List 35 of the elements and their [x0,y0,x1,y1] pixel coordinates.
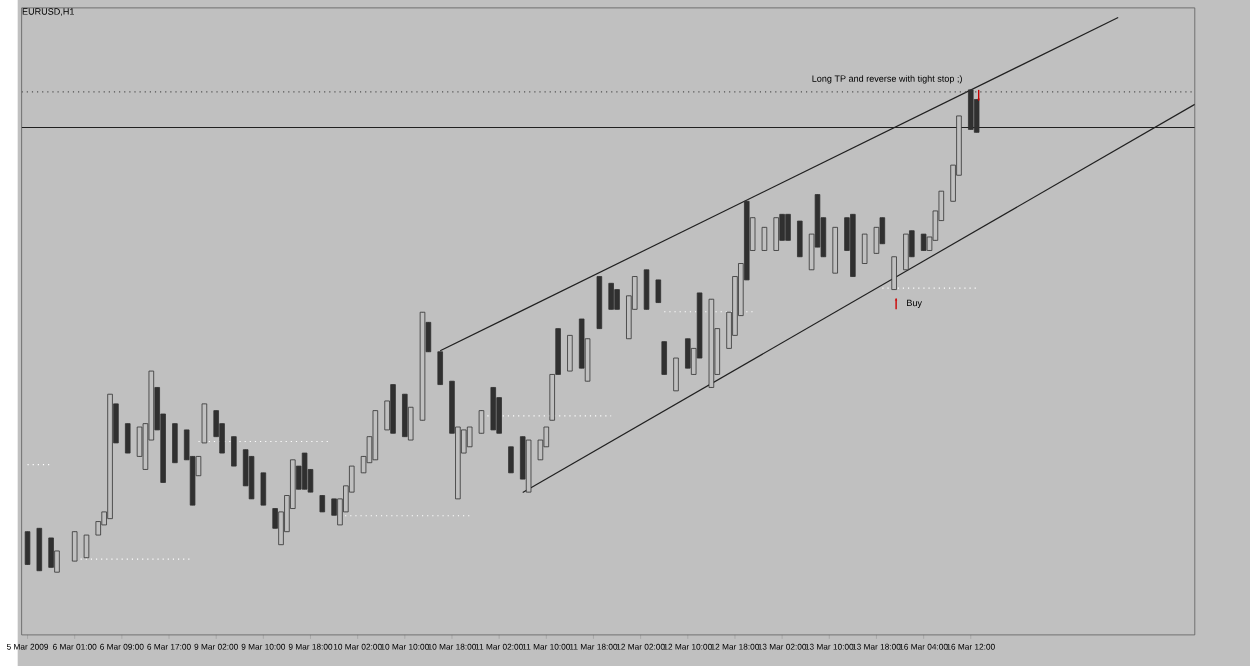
candlestick [402,393,408,437]
candlestick [83,534,90,558]
candlestick [861,233,868,264]
candlestick [466,426,473,448]
candlestick [685,338,691,369]
candlestick [71,530,78,562]
candlestick [48,537,54,568]
candlestick [655,279,662,303]
candlestick [567,334,573,372]
candlestick [891,256,897,290]
candlestick [201,403,208,444]
candlestick [172,422,178,463]
candlestick [903,233,909,271]
candlestick [36,527,43,572]
candlestick [643,269,650,310]
candlestick [614,288,620,310]
candlestick [24,530,31,565]
candlestick [478,409,485,434]
candlestick [968,89,974,130]
candlestick [832,226,838,274]
candlestick [797,220,803,258]
candlestick [231,435,237,467]
candlestick [508,446,514,474]
candlestick [124,422,131,454]
candlestick [301,452,308,490]
candlestick [785,213,791,241]
candlestick [673,357,679,392]
candlestick [773,216,779,251]
candlestick [260,472,267,506]
candlestick [661,340,667,375]
candlestick [437,351,443,385]
candlestick [490,386,497,431]
candlestick [608,282,614,310]
candlestick [248,455,255,500]
candlestick [761,226,768,251]
